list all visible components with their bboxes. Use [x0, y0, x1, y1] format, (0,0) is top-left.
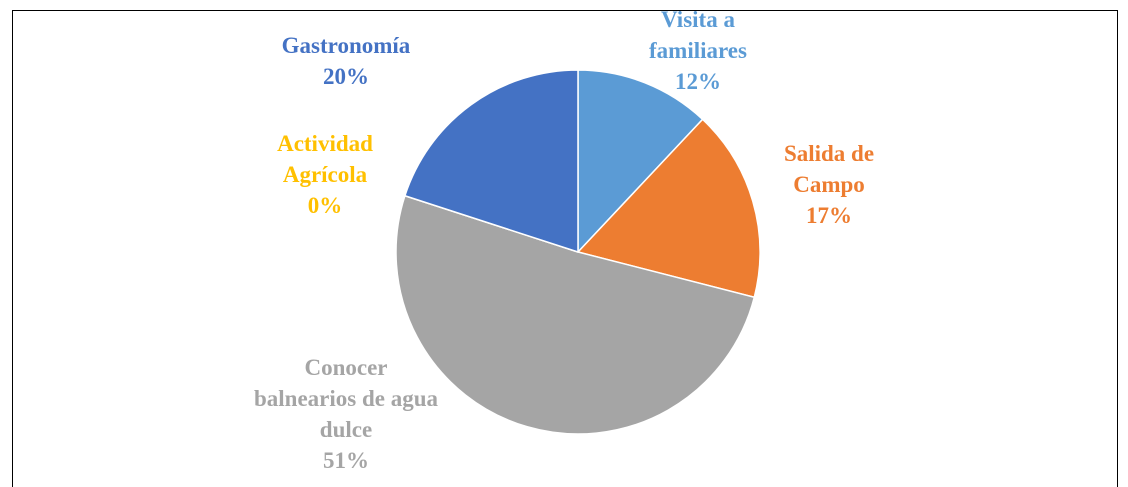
category-label: Actividad Agrícola [277, 131, 373, 187]
slice-label: Actividad Agrícola 0% [260, 128, 390, 221]
slice-label: Visita a familiares 12% [623, 4, 773, 97]
value-label: 12% [675, 69, 721, 94]
category-label: Visita a familiares [649, 7, 747, 63]
frame [12, 10, 1118, 487]
value-label: 51% [323, 448, 369, 473]
pie-slice [577, 69, 704, 254]
slice-label: Conocer balnearios de agua dulce 51% [254, 352, 439, 476]
category-label: Conocer balnearios de agua dulce [253, 355, 439, 442]
value-label: 17% [806, 203, 852, 228]
pie-slice [395, 194, 756, 435]
slice-label: Salida de Campo 17% [759, 138, 899, 231]
category-label: Salida de Campo [783, 141, 875, 197]
value-label: 0% [307, 193, 343, 218]
slice-label: Gastronomía 20% [266, 30, 426, 92]
pie-slice [576, 118, 761, 299]
pie-slice [403, 69, 579, 254]
category-label: Gastronomía [281, 33, 411, 58]
value-label: 20% [323, 64, 369, 89]
